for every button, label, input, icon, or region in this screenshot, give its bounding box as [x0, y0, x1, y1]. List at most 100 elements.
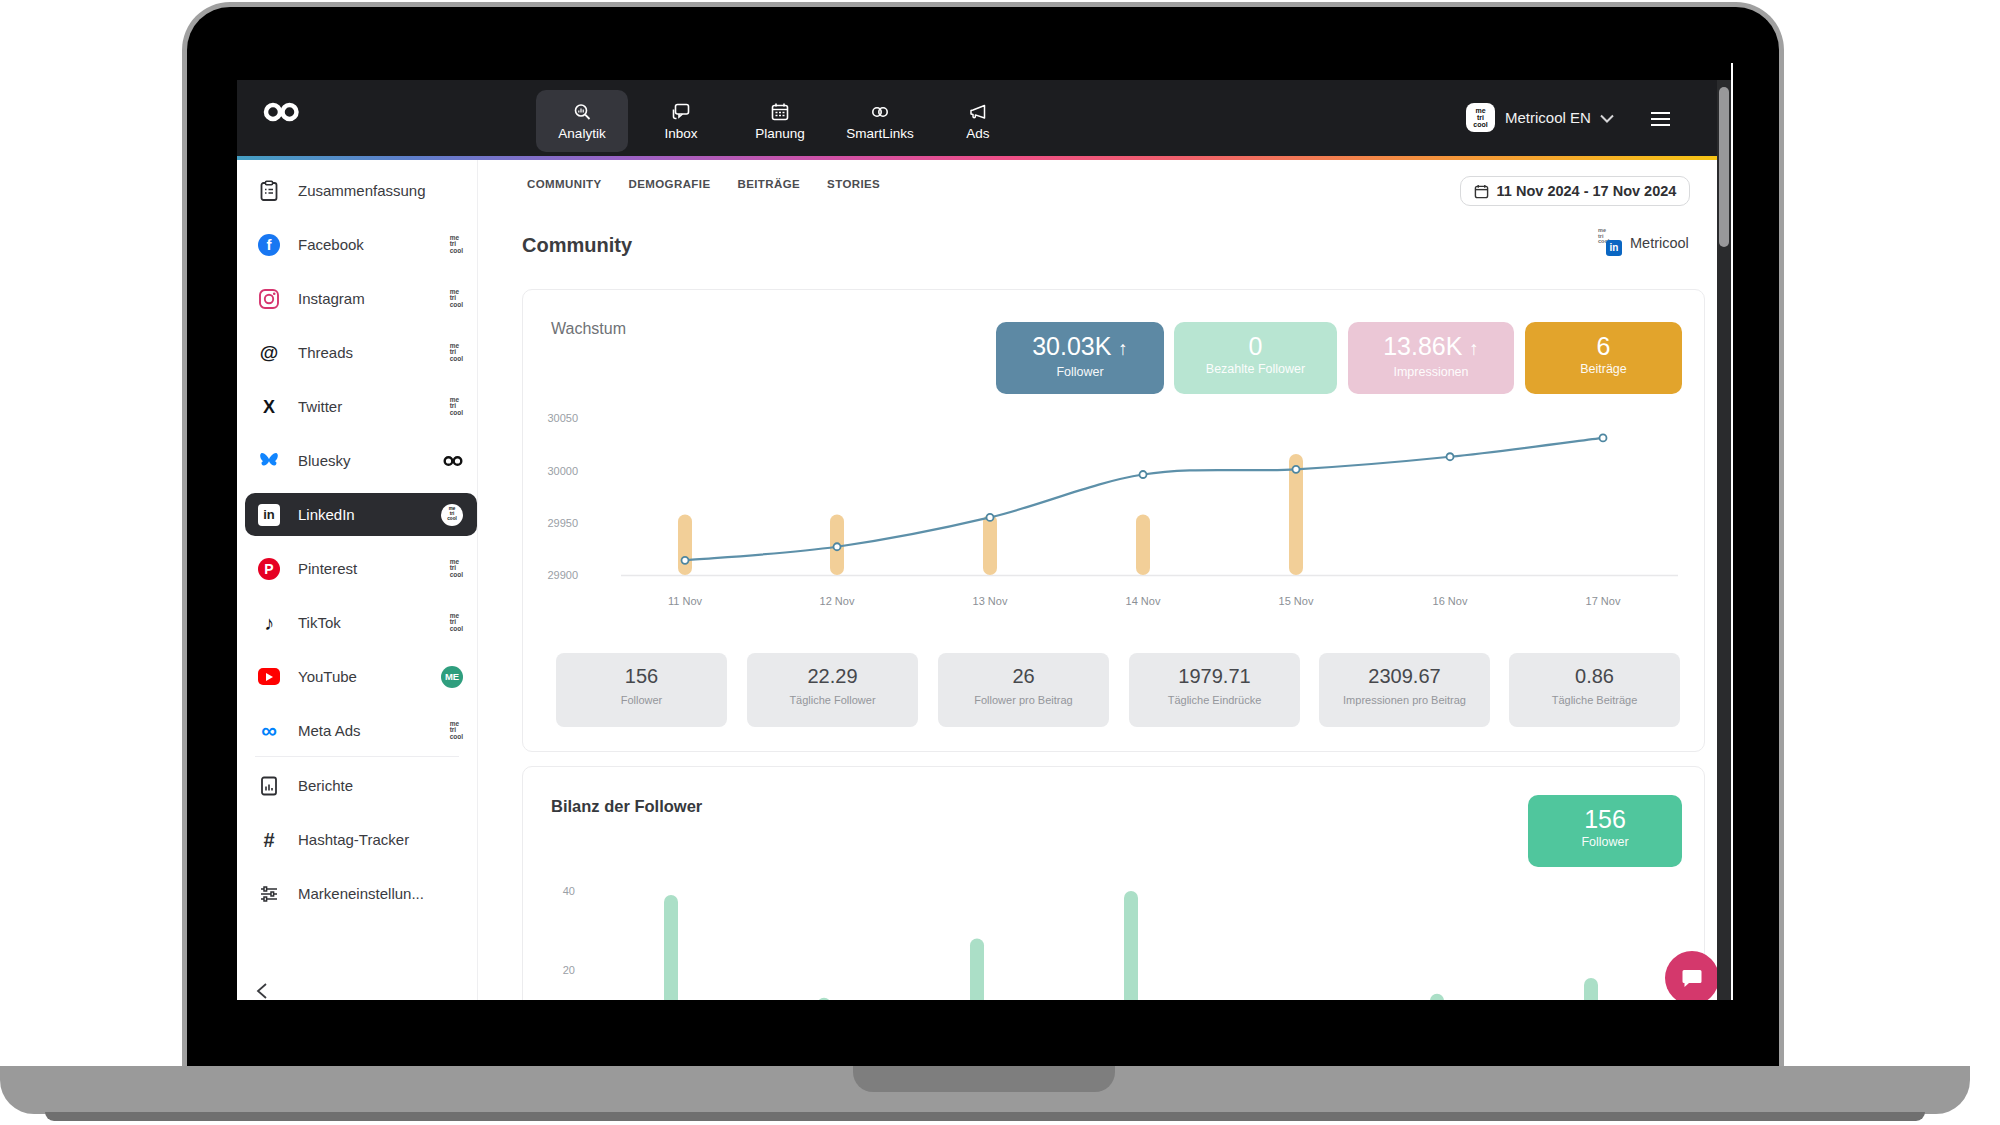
metricool-logo-icon[interactable]	[262, 101, 302, 123]
nav-item-planung[interactable]: Planung	[734, 90, 826, 152]
x-axis-label: 14 Nov	[1103, 595, 1183, 607]
metricool-mini-badge: metricool	[450, 235, 463, 255]
growth-chart	[523, 290, 1704, 620]
x-axis-label: 16 Nov	[1410, 595, 1490, 607]
metricool-circle-badge: metricool	[441, 504, 463, 526]
sidebar-item-bluesky[interactable]: Bluesky	[245, 439, 477, 482]
sidebar-item-berichte[interactable]: Berichte	[245, 764, 477, 807]
instagram-icon	[258, 288, 280, 310]
sidebar-item-meta-ads[interactable]: ∞Meta Adsmetricool	[245, 709, 477, 752]
chat-support-button[interactable]	[1665, 951, 1719, 1000]
brand-name: Metricool	[1630, 235, 1689, 251]
linkedin-icon: in	[258, 504, 280, 526]
threads-icon: @	[258, 342, 280, 364]
tab-community[interactable]: COMMUNITY	[527, 178, 602, 190]
metricool-mini-badge: metricool	[450, 397, 463, 417]
x-axis-label: 15 Nov	[1256, 595, 1336, 607]
nav-item-ads[interactable]: Ads	[932, 90, 1024, 152]
balance-card: Bilanz der Follower 156Follower 4020	[522, 766, 1705, 1000]
linkedin-icon: in	[1606, 240, 1622, 256]
y-axis-label: 40	[523, 885, 575, 897]
me-badge: ME	[441, 666, 463, 688]
account-name[interactable]: Metricool EN	[1505, 109, 1591, 126]
y-axis-label: 29950	[523, 517, 578, 529]
chevron-down-icon[interactable]	[1600, 114, 1614, 123]
twitter-x-icon: X	[258, 396, 280, 418]
sidebar-item-threads[interactable]: @Threadsmetricool	[245, 331, 477, 374]
metricool-mini-badge: metricool	[450, 289, 463, 309]
date-range-button[interactable]: 11 Nov 2024 - 17 Nov 2024	[1460, 176, 1690, 206]
sidebar-item-hashtag-tracker[interactable]: #Hashtag-Tracker	[245, 818, 477, 861]
screen-top-strip	[237, 63, 1733, 80]
top-navbar: AnalytikInboxPlanungSmartLinksAds metric…	[237, 80, 1717, 156]
sidebar-divider	[255, 756, 459, 757]
sidebar-collapse-button[interactable]	[255, 982, 269, 1000]
nav-item-smartlinks[interactable]: SmartLinks	[834, 90, 926, 152]
megaphone-icon	[968, 102, 988, 122]
balance-chart	[523, 767, 1704, 1000]
laptop-base-shadow	[45, 1112, 1925, 1121]
metricool-mini-badge: metricool	[450, 559, 463, 579]
clipboard-icon	[258, 180, 280, 202]
chat-bubble-icon	[1679, 965, 1705, 991]
youtube-icon	[258, 666, 280, 688]
stat-t-gliche-beitr-ge: 0.86Tägliche Beiträge	[1509, 653, 1680, 727]
main-content: COMMUNITY DEMOGRAFIE BEITRÄGE STORIES 11 No…	[478, 160, 1717, 1000]
tab-stories[interactable]: STORIES	[827, 178, 880, 190]
stat-impressionen-pro-beitrag: 2309.67Impressionen pro Beitrag	[1319, 653, 1490, 727]
section-tabs: COMMUNITY DEMOGRAFIE BEITRÄGE STORIES	[527, 178, 880, 190]
scrollbar-thumb[interactable]	[1719, 87, 1729, 247]
hashtag-icon: #	[258, 829, 280, 851]
x-axis-label: 13 Nov	[950, 595, 1030, 607]
calendar-icon	[1474, 184, 1489, 199]
brand-account-label: metricool in Metricool	[1598, 228, 1698, 262]
x-axis-label: 12 Nov	[797, 595, 877, 607]
sidebar-item-facebook[interactable]: fFacebookmetricool	[245, 223, 477, 266]
meta-icon: ∞	[258, 720, 280, 742]
magnifier-chart-icon	[572, 102, 592, 122]
sidebar-item-twitter[interactable]: XTwittermetricool	[245, 385, 477, 428]
sidebar-item-tiktok[interactable]: ♪TikTokmetricool	[245, 601, 477, 644]
bluesky-icon	[258, 450, 280, 472]
date-range-label: 11 Nov 2024 - 17 Nov 2024	[1497, 183, 1677, 199]
hamburger-menu-icon[interactable]	[1650, 111, 1671, 127]
chat-bubbles-icon	[671, 102, 691, 122]
page-title: Community	[522, 234, 632, 257]
link-rings-icon	[870, 102, 890, 122]
stat-t-gliche-follower: 22.29Tägliche Follower	[747, 653, 918, 727]
tiktok-icon: ♪	[258, 612, 280, 634]
pinterest-icon: P	[258, 558, 280, 580]
y-axis-label: 30050	[523, 412, 578, 424]
sidebar: Zusammenfassung fFacebookmetricool Instagr…	[237, 160, 478, 1000]
metricool-mini-badge: metricool	[450, 343, 463, 363]
report-icon	[258, 775, 280, 797]
x-axis-label: 17 Nov	[1563, 595, 1643, 607]
growth-card: Wachstum 30.03K ↑Follower0Bezahlte Follo…	[522, 289, 1705, 752]
stat-follower-pro-beitrag: 26Follower pro Beitrag	[938, 653, 1109, 727]
sidebar-item-youtube[interactable]: YouTubeME	[245, 655, 477, 698]
laptop-hinge-notch	[853, 1066, 1115, 1092]
y-axis-label: 29900	[523, 569, 578, 581]
calendar-icon	[770, 102, 790, 122]
sidebar-item-zusammenfassung[interactable]: Zusammenfassung	[245, 169, 477, 212]
metricool-mini-badge: metricool	[450, 721, 463, 741]
screen-right-edge	[1731, 63, 1733, 1000]
x-axis-label: 11 Nov	[645, 595, 725, 607]
stat-t-gliche-eindr-cke: 1979.71Tägliche Eindrücke	[1129, 653, 1300, 727]
tab-beiträge[interactable]: BEITRÄGE	[737, 178, 800, 190]
y-axis-label: 30000	[523, 465, 578, 477]
stat-follower: 156Follower	[556, 653, 727, 727]
sidebar-item-markeneinstellun-[interactable]: Markeneinstellun...	[245, 872, 477, 915]
sidebar-item-linkedin[interactable]: inLinkedInmetricool	[245, 493, 477, 536]
sliders-icon	[258, 883, 280, 905]
sidebar-item-pinterest[interactable]: PPinterestmetricool	[245, 547, 477, 590]
nav-item-inbox[interactable]: Inbox	[635, 90, 727, 152]
infinity-badge	[443, 455, 463, 467]
nav-item-analytik[interactable]: Analytik	[536, 90, 628, 152]
sidebar-item-instagram[interactable]: Instagrammetricool	[245, 277, 477, 320]
account-avatar[interactable]: metricool	[1466, 103, 1495, 132]
facebook-icon: f	[258, 234, 280, 256]
screen: AnalytikInboxPlanungSmartLinksAds metric…	[237, 63, 1733, 1000]
tab-demografie[interactable]: DEMOGRAFIE	[629, 178, 711, 190]
metricool-mini-badge: metricool	[450, 613, 463, 633]
